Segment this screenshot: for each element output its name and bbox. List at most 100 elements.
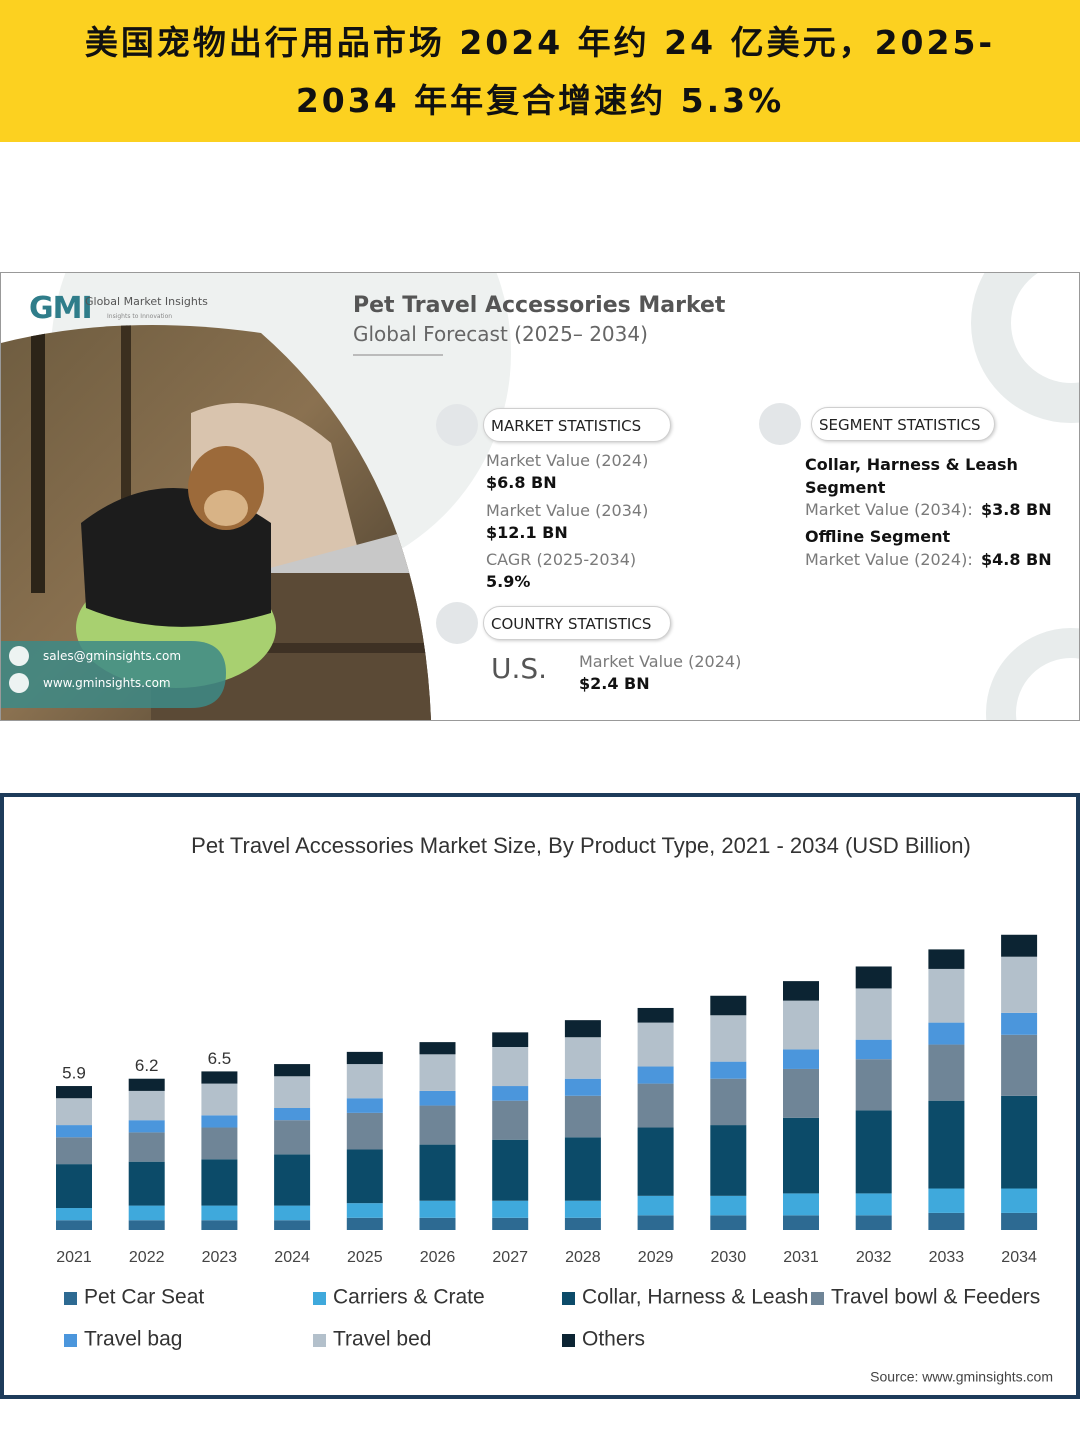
x-tick-label: 2034 xyxy=(1001,1249,1037,1266)
bar-segment xyxy=(419,1144,456,1201)
bar-segment xyxy=(783,1193,819,1216)
bar-segment xyxy=(564,1037,601,1079)
source: Source: www.gminsights.com xyxy=(870,1369,1053,1385)
legend-label: Travel bowl & Feeders xyxy=(831,1286,1040,1309)
bar-segment xyxy=(346,1064,383,1099)
bar-segment xyxy=(346,1217,383,1230)
bar-segment xyxy=(1001,1188,1038,1213)
x-tick-label: 2030 xyxy=(711,1249,747,1266)
bar-segment xyxy=(710,1061,747,1079)
stat-label: Market Value (2034) xyxy=(486,501,649,520)
bar-segment xyxy=(201,1220,238,1230)
photo-art xyxy=(1,273,1079,720)
x-tick-label: 2031 xyxy=(783,1249,819,1266)
tagline: Insights to Innovation xyxy=(107,313,173,320)
bar-segment xyxy=(928,1212,965,1230)
bar-segment xyxy=(128,1205,165,1221)
bar-segment xyxy=(928,1022,965,1045)
bar-segment xyxy=(710,1015,747,1062)
bar-segment xyxy=(492,1086,529,1101)
x-tick-label: 2032 xyxy=(856,1249,892,1266)
chart: Pet Travel Accessories Market Size, By P… xyxy=(0,793,1080,1399)
stat-label: Market Value (2024): xyxy=(805,550,973,569)
bar-segment xyxy=(710,1215,747,1230)
bar-segment xyxy=(1001,956,1038,1013)
total-label: 6.5 xyxy=(208,1049,232,1068)
bar-segment xyxy=(564,1020,601,1038)
bar-segment xyxy=(637,1215,674,1230)
bar-segment xyxy=(637,1022,674,1067)
bar-segment xyxy=(201,1127,238,1160)
x-tick-label: 2021 xyxy=(56,1249,92,1266)
stat-value: $12.1 BN xyxy=(486,523,568,542)
x-tick-label: 2023 xyxy=(202,1249,238,1266)
section-heading: SEGMENT STATISTICS xyxy=(819,416,981,434)
legend-swatch xyxy=(562,1292,575,1305)
bar-segment xyxy=(274,1154,311,1206)
bar-segment xyxy=(56,1125,92,1138)
bar-segment xyxy=(564,1095,601,1138)
legend-swatch xyxy=(313,1292,326,1305)
bar-segment xyxy=(492,1139,529,1201)
bar-segment xyxy=(346,1051,383,1065)
bar-segment xyxy=(274,1220,311,1230)
bar-segment xyxy=(783,1000,819,1050)
legend-swatch xyxy=(64,1292,77,1305)
bar-segment xyxy=(1001,1034,1038,1096)
bar-segment xyxy=(274,1064,311,1077)
x-tick-label: 2024 xyxy=(274,1249,310,1266)
stat-value: $6.8 BN xyxy=(486,473,557,492)
country: U.S. xyxy=(491,652,548,685)
bar-segment xyxy=(783,1068,819,1118)
pill: MARKET STATISTICS xyxy=(483,408,671,442)
x-tick-label: 2033 xyxy=(929,1249,965,1266)
bar-segment xyxy=(419,1200,456,1218)
legend-label: Others xyxy=(582,1328,645,1351)
bar-segment xyxy=(201,1115,238,1128)
bar-segment xyxy=(710,995,747,1016)
stat-label: Market Value (2024) xyxy=(486,451,649,470)
section-heading: COUNTRY STATISTICS xyxy=(491,615,652,633)
bar-segment xyxy=(419,1042,456,1055)
header-title: 美国宠物出行用品市场 2024 年约 24 亿美元，2025- xyxy=(84,23,996,62)
bar-segment xyxy=(56,1220,92,1230)
bar-segment xyxy=(637,1083,674,1128)
info-subtitle: Global Forecast (2025– 2034) xyxy=(353,322,648,346)
bar-segment xyxy=(128,1078,165,1091)
bar-segment xyxy=(855,988,892,1040)
bar-segment xyxy=(56,1164,92,1209)
bar-segment xyxy=(201,1071,238,1084)
bar-segment xyxy=(201,1205,238,1221)
bar-segment xyxy=(855,1193,892,1216)
bar-segment xyxy=(492,1032,529,1047)
bar-segment xyxy=(928,949,965,969)
bar-segment xyxy=(783,1117,819,1194)
bar-segment xyxy=(928,1188,965,1213)
bar-segment xyxy=(492,1217,529,1230)
total-label: 6.2 xyxy=(135,1056,159,1075)
x-tick-label: 2025 xyxy=(347,1249,383,1266)
bar-segment xyxy=(419,1105,456,1145)
segment-name: Collar, Harness & Leash Segment xyxy=(805,455,1018,497)
icon xyxy=(436,404,478,446)
chart-title: Pet Travel Accessories Market Size, By P… xyxy=(191,833,971,858)
bar-segment xyxy=(564,1217,601,1230)
x-tick-label: 2026 xyxy=(420,1249,456,1266)
legend-label: Collar, Harness & Leash xyxy=(582,1286,808,1309)
bar-segment xyxy=(637,1007,674,1023)
total-label: 5.9 xyxy=(62,1064,86,1083)
bar-segment xyxy=(928,1044,965,1101)
stat-value: $2.4 BN xyxy=(579,674,650,693)
x-tick-label: 2028 xyxy=(565,1249,601,1266)
brand: Global Market Insights xyxy=(85,295,208,308)
bar-segment xyxy=(1001,1212,1038,1230)
bar-segment xyxy=(492,1100,529,1140)
bar-segment xyxy=(274,1108,311,1121)
legend-label: Pet Car Seat xyxy=(84,1286,204,1309)
icon xyxy=(436,602,478,644)
bar-segment xyxy=(637,1066,674,1084)
pill: SEGMENT STATISTICS xyxy=(811,407,995,441)
bar-segment xyxy=(56,1137,92,1165)
bar-segment xyxy=(637,1127,674,1196)
bar-segment xyxy=(564,1078,601,1096)
